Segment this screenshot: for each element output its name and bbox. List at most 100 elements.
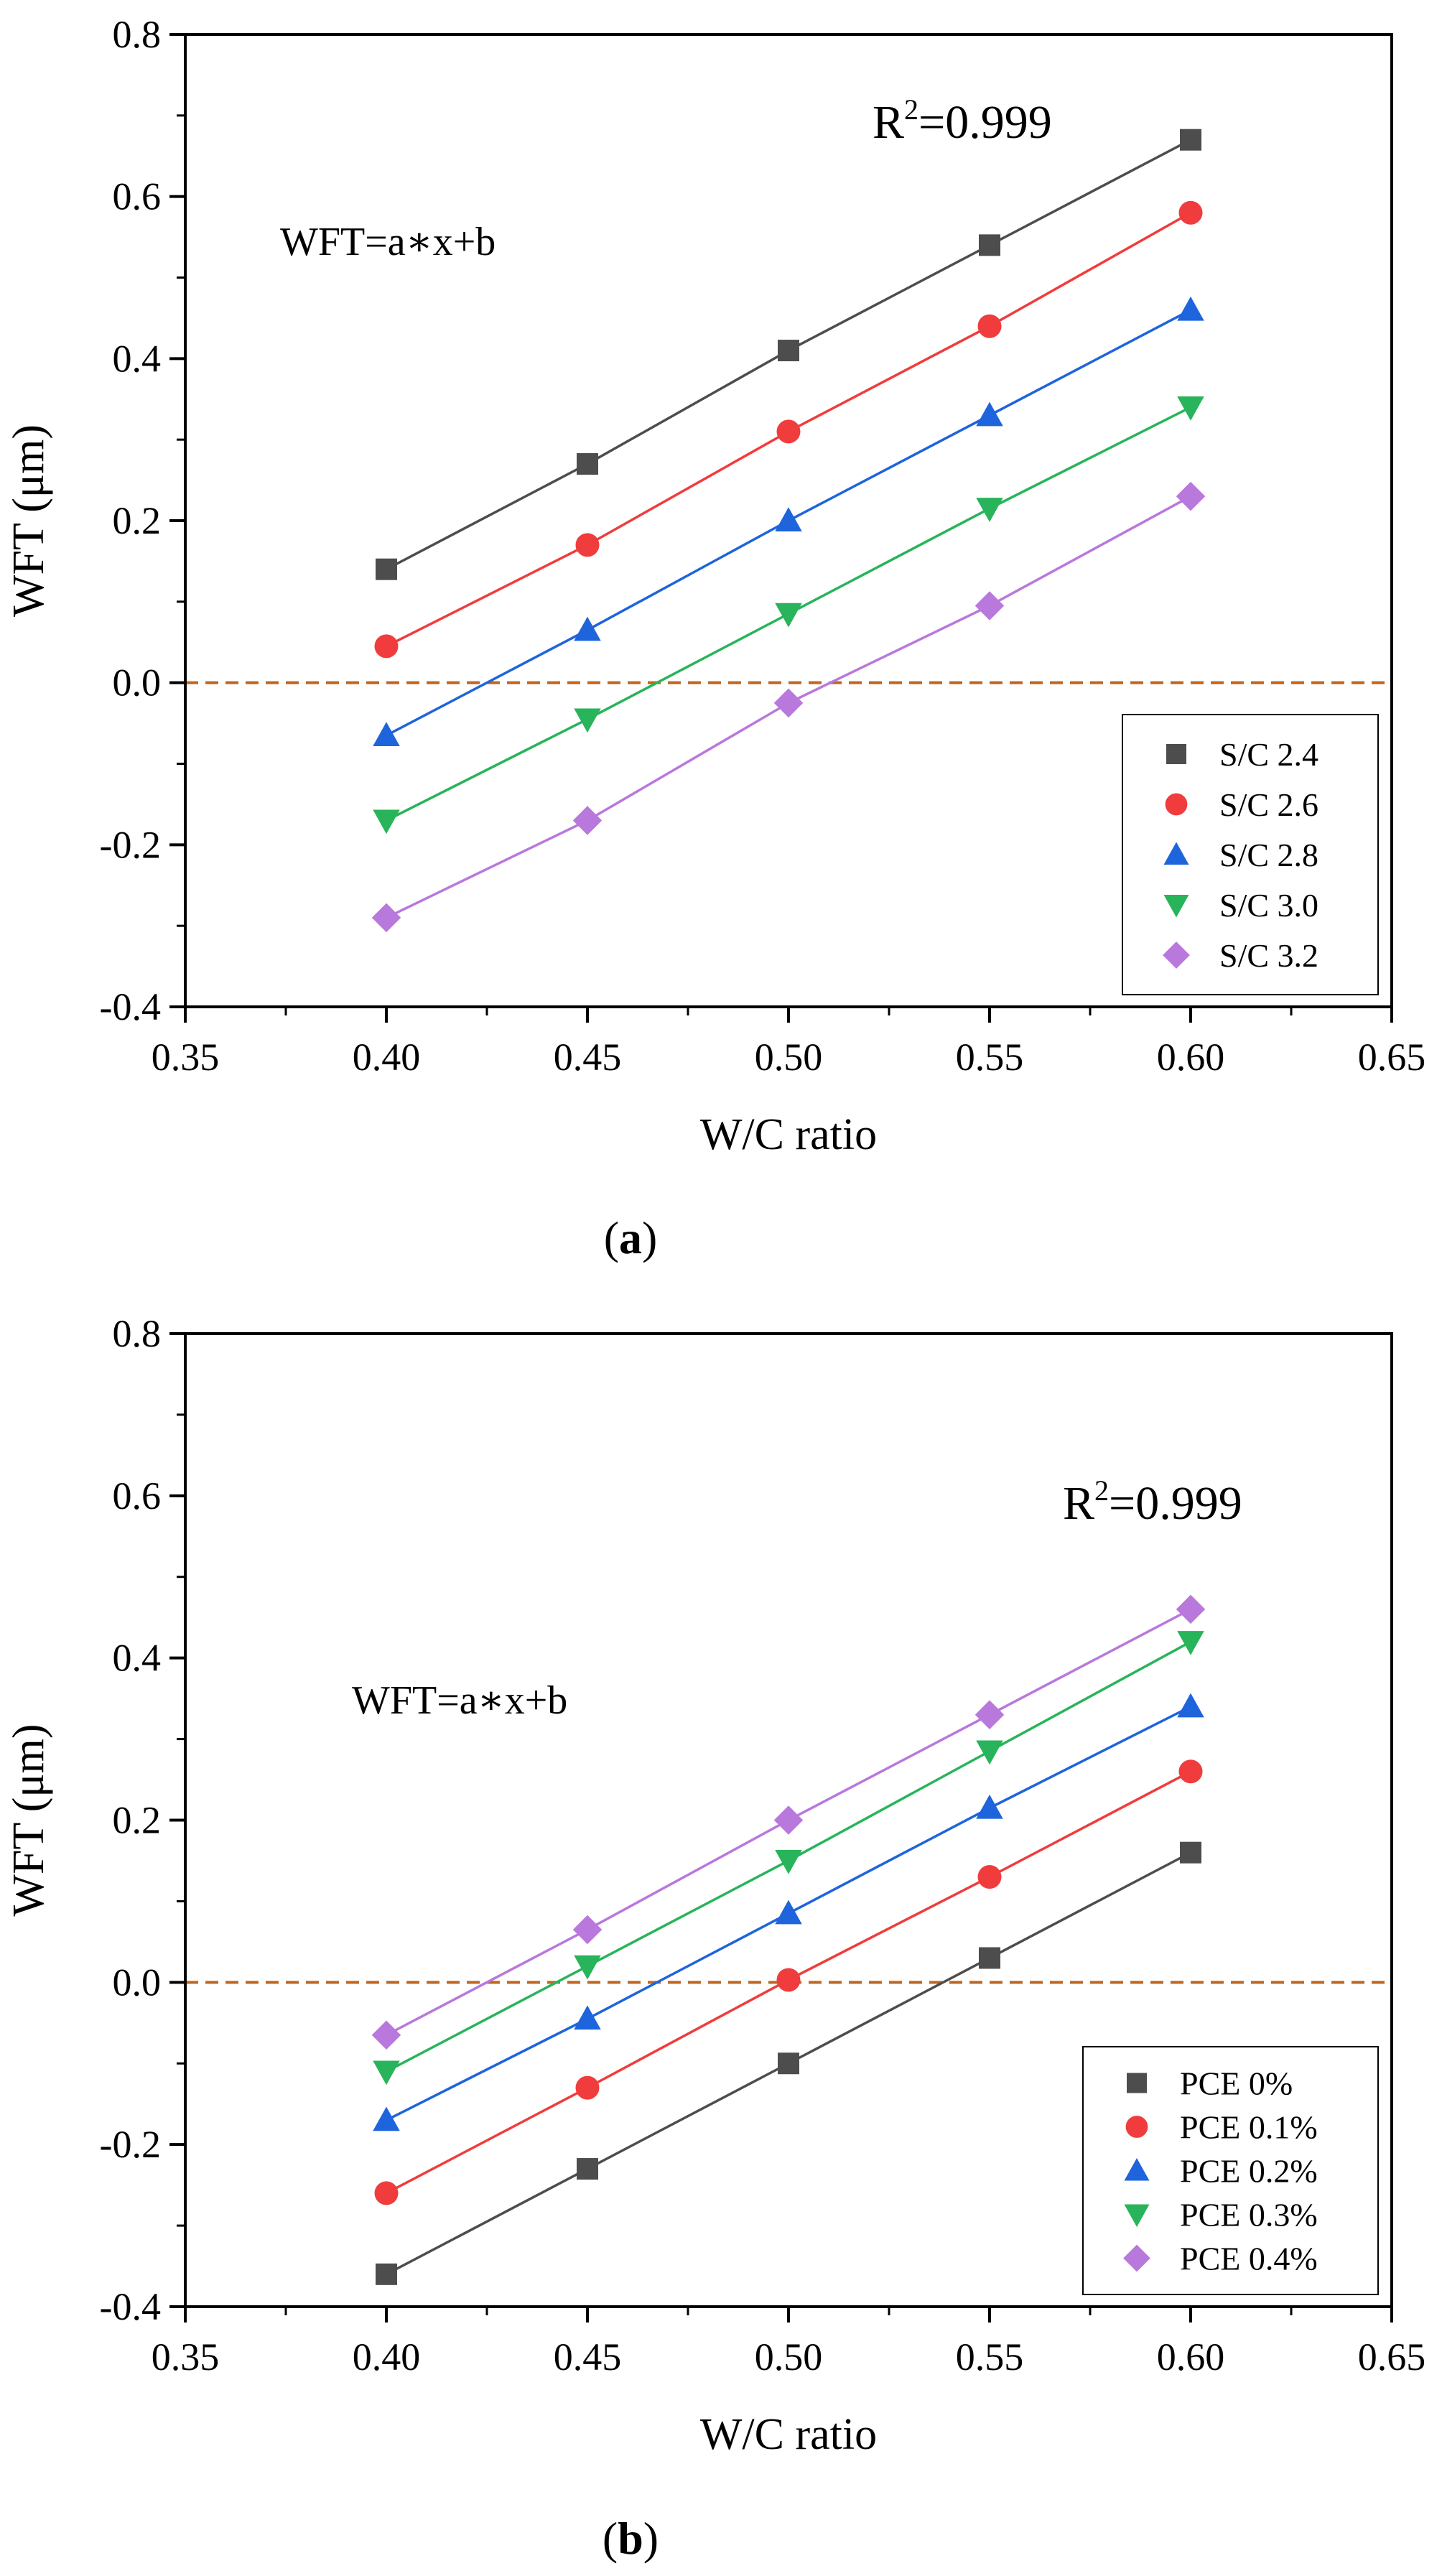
panel-a-y-tick-label-6: 0.8: [113, 13, 162, 56]
panel-a-x-tick-label-4: 0.55: [956, 1036, 1024, 1079]
panel-b-legend-label-3: PCE 0.3%: [1180, 2197, 1318, 2233]
panel-a-y-tick-label-2: 0.0: [113, 661, 162, 705]
panel-b-y-tick-label-3: 0.2: [113, 1799, 162, 1842]
panel-a-x-tick-label-6: 0.65: [1358, 1036, 1426, 1079]
panel-a-legend-label-2: S/C 2.8: [1219, 837, 1318, 873]
panel-a-legend-label-3: S/C 3.0: [1219, 887, 1318, 924]
panel-a-x-tick-label-1: 0.40: [353, 1036, 421, 1079]
panel-b-x-tick-label-2: 0.45: [554, 2335, 622, 2379]
panel-b-series-2-point-4: [1177, 1693, 1204, 1718]
panel-a-series-4-point-2: [773, 688, 804, 718]
panel-b-series-1-point-3: [977, 1865, 1002, 1889]
panel-a-series-3-point-0: [373, 809, 400, 834]
panel-a-legend-label-4: S/C 3.2: [1219, 937, 1318, 974]
panel-a-series-1-point-0: [374, 634, 399, 659]
panel-a-legend-label-0: S/C 2.4: [1219, 736, 1318, 773]
panel-b-r2-annotation: R2=0.999: [1063, 1474, 1242, 1530]
panel-a-y-tick-label-5: 0.6: [113, 175, 162, 218]
panel-b-legend-label-2: PCE 0.2%: [1180, 2153, 1318, 2190]
panel-a-series-1-point-1: [575, 533, 600, 557]
panel-b-y-tick-label-6: 0.8: [113, 1312, 162, 1355]
panel-a-r2-annotation: R2=0.999: [873, 93, 1052, 149]
panel-a-series-4-point-3: [974, 591, 1005, 620]
panel-a-y-axis-title: WFT (μm): [4, 424, 53, 617]
panel-a-series-1-point-3: [977, 314, 1002, 338]
panel-a-series-4-point-0: [371, 903, 401, 933]
panel-b-series-1-point-0: [374, 2181, 399, 2205]
panel-a-series-4-point-1: [572, 806, 603, 835]
panel-b-x-axis-title: W/C ratio: [700, 2410, 877, 2459]
panel-b-y-tick-label-0: -0.4: [100, 2285, 161, 2328]
panel-b-legend-label-1: PCE 0.1%: [1180, 2109, 1318, 2146]
panel-a-series-2-point-1: [574, 616, 601, 641]
panel-a-label: (a): [604, 1212, 658, 1263]
panel-b-x-tick-label-6: 0.65: [1358, 2335, 1426, 2379]
panel-a-legend: S/C 2.4 S/C 2.6 S/C 2.8 S/C 3.0 S/C 3.2: [1122, 714, 1379, 995]
panel-b-x-tick-label-0: 0.35: [152, 2335, 220, 2379]
panel-b-series-4-point-4: [1176, 1594, 1206, 1624]
panel-b-y-tick-label-2: 0.0: [113, 1961, 162, 2004]
panel-a-legend-marker-3: [1163, 895, 1189, 918]
panel-a-y-tick-label-1: -0.2: [100, 823, 161, 866]
panel-b-x-tick-label-3: 0.50: [755, 2335, 823, 2379]
panel-a-series-0-point-2: [778, 340, 799, 362]
panel-a-series-3-point-3: [976, 498, 1003, 522]
panel-b-legend-label-0: PCE 0%: [1180, 2065, 1293, 2102]
panel-b-y-tick-label-1: -0.2: [100, 2123, 161, 2166]
panel-a-series-2-point-2: [775, 507, 802, 531]
panel-a-x-tick-label-2: 0.45: [554, 1036, 622, 1079]
panel-b-legend-marker-3: [1124, 2204, 1150, 2227]
panel-b-legend-label-4: PCE 0.4%: [1180, 2241, 1318, 2277]
panel-b-series-0-point-1: [577, 2158, 598, 2180]
panel-b-x-tick-label-1: 0.40: [353, 2335, 421, 2379]
panel-a-series-2-point-4: [1177, 296, 1204, 321]
panel-b-x-tick-label-4: 0.55: [956, 2335, 1024, 2379]
panel-b: 0.35 0.40 0.45 0.50 0.55 0.60 0.65 -0.4 -0.2 0.0 0…: [4, 1312, 1425, 2564]
panel-b-series-4-point-0: [371, 2020, 401, 2050]
panel-a-x-tick-label-5: 0.60: [1157, 1036, 1225, 1079]
panel-b-series-0-point-0: [376, 2263, 397, 2285]
panel-a-series-3-point-1: [574, 708, 601, 733]
panel-a-series-0-point-3: [979, 234, 1000, 256]
panel-b-legend: PCE 0% PCE 0.1% PCE 0.2% PCE 0.3% PCE 0.4%: [1082, 2046, 1379, 2295]
panel-b-series-0-point-4: [1180, 1841, 1201, 1864]
panel-b-series-4-point-2: [773, 1805, 804, 1835]
panel-b-legend-marker-4: [1123, 2244, 1150, 2272]
panel-b-legend-marker-2: [1124, 2158, 1150, 2181]
panel-a-series-3-point-4: [1177, 396, 1204, 421]
panel-b-series-0-point-2: [778, 2052, 799, 2075]
panel-a-legend-marker-2: [1163, 842, 1189, 865]
panel-a-series-2-point-3: [976, 401, 1003, 427]
panel-b-legend-marker-1: [1125, 2116, 1148, 2138]
panel-b-series-0-point-3: [979, 1947, 1000, 1969]
panel-b-y-tick-label-5: 0.6: [113, 1474, 162, 1517]
panel-b-series-3-point-4: [1177, 1631, 1204, 1655]
panel-b-series-2-point-1: [574, 2005, 601, 2030]
panel-b-series-2-point-2: [775, 1900, 802, 1925]
panel-a-legend-marker-1: [1165, 793, 1188, 816]
panel-b-legend-marker-0: [1127, 2073, 1147, 2093]
panel-b-series-1-point-1: [575, 2075, 600, 2100]
panel-a-series-2-point-0: [373, 722, 400, 747]
panel-b-series-3-point-2: [775, 1849, 802, 1874]
panel-a-series-3-point-2: [775, 603, 802, 628]
panel-a-y-tick-label-3: 0.2: [113, 499, 162, 542]
panel-a-series-0-point-4: [1180, 129, 1201, 151]
panel-b-series-3-point-1: [574, 1955, 601, 1980]
panel-a-x-axis-title: W/C ratio: [700, 1110, 877, 1159]
panel-a-legend-label-1: S/C 2.6: [1219, 786, 1318, 823]
panel-a: 0.35 0.40 0.45 0.50 0.55 0.60 0.65 -0.4 -0.2 0.0 0…: [4, 13, 1425, 1263]
panel-b-x-tick-label-5: 0.60: [1157, 2335, 1225, 2379]
panel-b-y-axis-title: WFT (μm): [4, 1724, 53, 1916]
panel-b-series-1-point-2: [776, 1968, 801, 1992]
panel-a-series-1-point-2: [776, 419, 801, 444]
panel-a-legend-box: [1122, 714, 1379, 995]
panel-a-y-tick-label-4: 0.4: [113, 337, 162, 380]
panel-a-legend-marker-4: [1163, 941, 1190, 969]
panel-b-equation-annotation: WFT=a∗x+b: [352, 1678, 567, 1723]
panel-b-series-4-point-3: [974, 1700, 1005, 1729]
panel-b-series-2-point-3: [976, 1794, 1003, 1819]
panel-a-series-0-point-0: [376, 558, 397, 580]
panel-a-equation-annotation: WFT=a∗x+b: [280, 220, 496, 264]
